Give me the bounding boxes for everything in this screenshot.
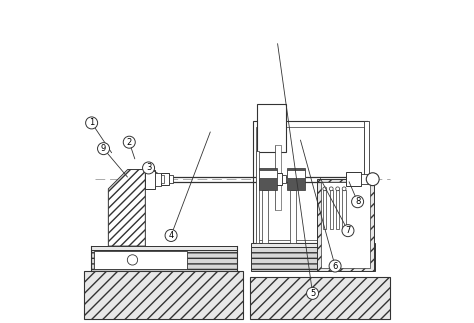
Text: 3: 3 xyxy=(146,163,151,172)
Bar xyxy=(290,191,296,243)
Bar xyxy=(253,121,367,243)
Bar xyxy=(91,250,237,271)
Bar xyxy=(274,173,282,185)
Bar xyxy=(329,191,333,229)
Bar xyxy=(287,170,304,178)
Text: 4: 4 xyxy=(168,231,173,240)
Bar xyxy=(252,243,375,247)
Bar xyxy=(275,145,281,210)
Text: 7: 7 xyxy=(345,226,351,235)
Bar xyxy=(320,182,371,268)
Circle shape xyxy=(128,255,137,265)
Text: 6: 6 xyxy=(332,262,338,271)
Bar xyxy=(336,191,339,229)
Bar xyxy=(91,246,237,250)
Bar xyxy=(323,191,327,229)
Bar xyxy=(155,173,161,186)
Bar xyxy=(161,173,169,185)
Bar xyxy=(287,168,304,191)
Bar xyxy=(259,170,276,178)
Circle shape xyxy=(366,173,379,186)
Bar xyxy=(262,191,268,243)
Bar xyxy=(94,251,187,269)
Text: 2: 2 xyxy=(127,138,132,147)
Bar xyxy=(146,170,155,189)
Circle shape xyxy=(336,187,339,191)
Bar xyxy=(252,247,375,271)
Bar xyxy=(361,174,368,184)
Bar xyxy=(343,191,346,229)
Bar xyxy=(169,175,173,183)
Bar xyxy=(161,175,164,183)
Bar xyxy=(84,271,244,319)
Circle shape xyxy=(329,187,333,191)
Circle shape xyxy=(342,187,346,191)
Bar xyxy=(282,175,286,183)
Text: 9: 9 xyxy=(101,144,106,153)
Bar xyxy=(364,121,369,243)
Polygon shape xyxy=(109,170,146,246)
Bar xyxy=(256,127,364,240)
Bar xyxy=(318,179,374,271)
Circle shape xyxy=(323,187,327,191)
Text: 1: 1 xyxy=(89,119,94,127)
Text: 5: 5 xyxy=(310,289,315,298)
Bar xyxy=(259,168,276,191)
Bar xyxy=(250,277,390,319)
Bar xyxy=(257,104,286,152)
Text: 8: 8 xyxy=(355,197,360,206)
Bar xyxy=(256,151,259,243)
Bar xyxy=(346,172,361,186)
